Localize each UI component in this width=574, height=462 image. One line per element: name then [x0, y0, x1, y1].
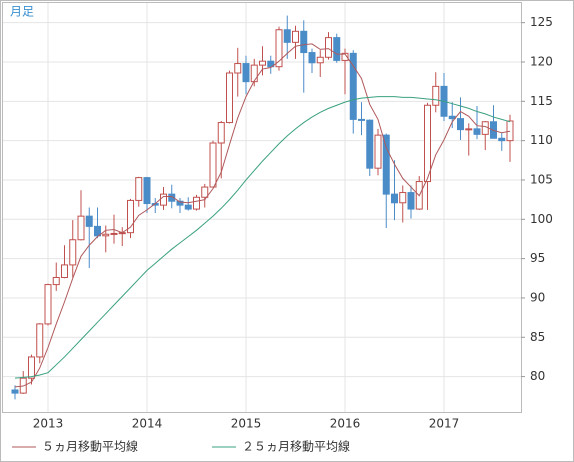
- candle-body: [448, 115, 456, 120]
- candle-body: [333, 37, 341, 61]
- candle-body: [465, 128, 473, 131]
- candle-body: [44, 284, 52, 325]
- candle-body: [283, 29, 291, 43]
- candle-body: [226, 72, 233, 124]
- candle-body: [473, 128, 481, 135]
- candle-body: [407, 192, 415, 210]
- candle-body: [506, 120, 514, 142]
- legend-label: ５ヵ月移動平均線: [42, 439, 138, 454]
- candle-body: [176, 200, 184, 206]
- candle-body: [316, 56, 324, 64]
- moving-average-line: [14, 96, 511, 379]
- x-tick-label: 2014: [132, 417, 163, 431]
- candle-body: [94, 225, 101, 237]
- candle-body: [498, 137, 506, 142]
- candle-body: [193, 196, 200, 210]
- candle-body: [36, 323, 44, 358]
- candle-body: [399, 192, 407, 204]
- y-tick-label: 120: [530, 54, 553, 68]
- y-tick-label: 105: [530, 172, 553, 186]
- candle-body: [325, 37, 332, 58]
- candle-body: [209, 142, 217, 188]
- moving-average-line: [14, 43, 511, 388]
- y-tick-label: 90: [530, 290, 545, 304]
- candle-body: [52, 277, 60, 286]
- candle-body: [267, 60, 275, 68]
- candle-body: [168, 193, 176, 202]
- candle-body: [28, 356, 35, 379]
- candle-body: [275, 29, 283, 68]
- x-tick-label: 2013: [33, 417, 64, 431]
- y-tick-label: 100: [530, 212, 553, 226]
- candle-body: [358, 118, 365, 121]
- candle-body: [382, 134, 390, 195]
- candle-body: [432, 85, 440, 106]
- candle-body: [217, 122, 225, 144]
- candle-body: [300, 30, 308, 54]
- x-tick-label: 2017: [429, 417, 460, 431]
- candle-body: [250, 64, 258, 83]
- candle-body: [349, 52, 357, 120]
- chart-title: 月足: [10, 5, 34, 19]
- y-tick-label: 125: [530, 15, 553, 29]
- candle-body: [341, 52, 349, 61]
- candle-body: [424, 104, 431, 183]
- candle-body: [292, 30, 299, 43]
- candle-body: [160, 193, 167, 206]
- candle-body: [234, 63, 242, 74]
- y-tick-label: 110: [530, 133, 553, 147]
- y-tick-label: 80: [530, 369, 545, 383]
- y-tick-label: 115: [530, 94, 553, 108]
- candle-body: [391, 193, 398, 204]
- candle-body: [374, 134, 382, 169]
- candle-body: [85, 215, 93, 227]
- candle-body: [201, 186, 209, 198]
- candle-body: [11, 389, 19, 394]
- y-tick-label: 85: [530, 330, 545, 344]
- candle-body: [143, 177, 151, 205]
- y-tick-label: 95: [530, 251, 545, 265]
- candle-body: [308, 52, 316, 64]
- candle-body: [127, 199, 134, 234]
- candle-body: [69, 239, 77, 266]
- candle-body: [242, 63, 250, 83]
- candle-body: [481, 121, 489, 135]
- candle-body: [366, 119, 374, 169]
- candle-body: [135, 177, 143, 201]
- candle-body: [110, 232, 118, 235]
- plot-area: [2, 2, 522, 413]
- x-tick-label: 2016: [330, 417, 361, 431]
- candle-body: [457, 118, 464, 131]
- legend-label: ２５ヵ月移動平均線: [242, 439, 350, 454]
- x-tick-label: 2015: [231, 417, 262, 431]
- candle-body: [102, 233, 110, 237]
- candle-body: [184, 204, 192, 210]
- candle-body: [61, 264, 68, 279]
- candle-body: [77, 215, 85, 241]
- candle-body: [259, 60, 266, 66]
